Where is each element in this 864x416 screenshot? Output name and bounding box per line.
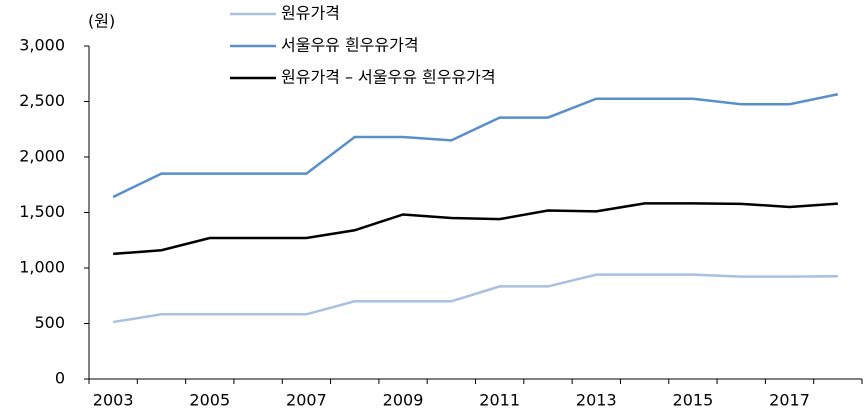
y-tick-label: 2,500 bbox=[19, 91, 65, 110]
x-tick-label: 2013 bbox=[576, 391, 617, 410]
x-tick-label: 2015 bbox=[673, 391, 714, 410]
y-tick-label: 500 bbox=[34, 313, 65, 332]
x-tick-label: 2009 bbox=[383, 391, 424, 410]
y-tick-label: 2,000 bbox=[19, 147, 65, 166]
y-unit: (원) bbox=[88, 12, 115, 31]
y-tick-label: 3,000 bbox=[19, 36, 65, 55]
y-tick-label: 1,000 bbox=[19, 258, 65, 277]
series-line bbox=[112, 93, 839, 199]
x-tick-label: 2005 bbox=[189, 391, 230, 410]
legend-label: 서울우유 흰우유가격 bbox=[281, 36, 419, 55]
series-line bbox=[113, 202, 838, 256]
legend-label: 원유가격 – 서울우유 흰우유가격 bbox=[281, 68, 496, 87]
x-tick-label: 2011 bbox=[479, 391, 520, 410]
legend-label: 원유가격 bbox=[281, 4, 340, 23]
series-line bbox=[112, 273, 838, 324]
x-tick-label: 2017 bbox=[769, 391, 810, 410]
x-tick-label: 2003 bbox=[93, 391, 134, 410]
y-tick-label: 1,500 bbox=[19, 202, 65, 221]
y-tick-label: 0 bbox=[55, 369, 65, 388]
x-tick-label: 2007 bbox=[286, 391, 327, 410]
